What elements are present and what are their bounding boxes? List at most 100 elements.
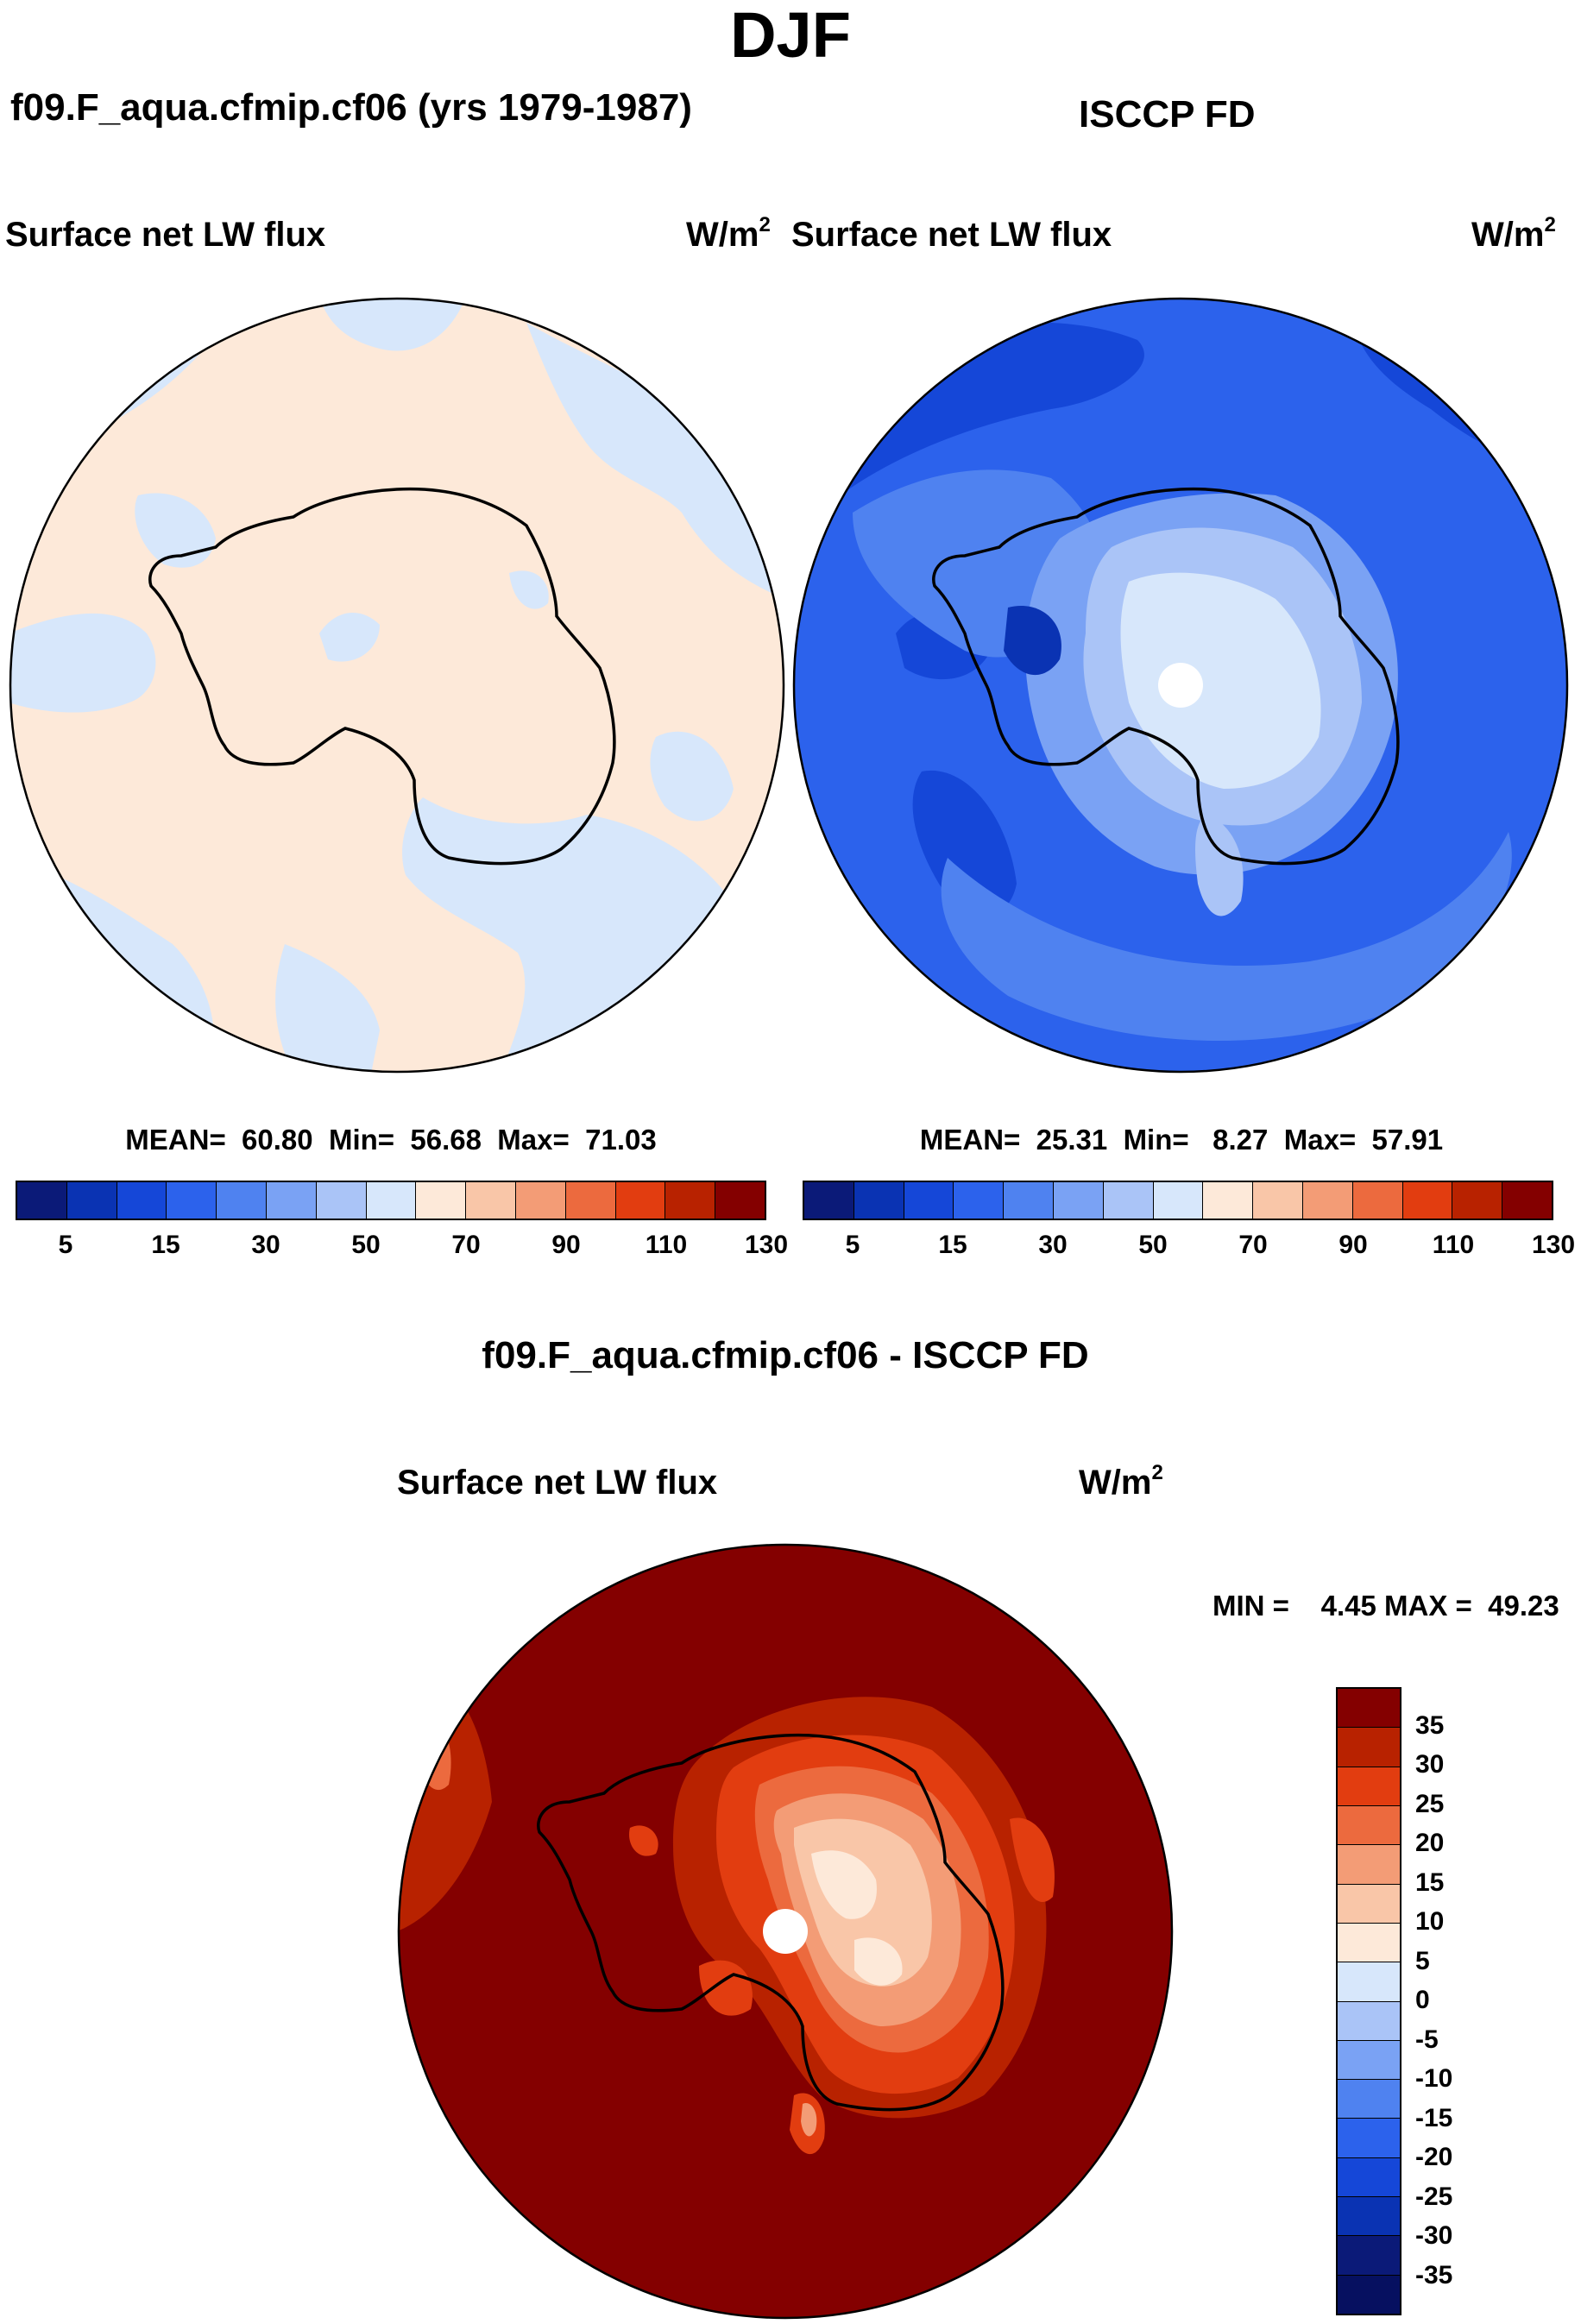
colorbar-segment	[615, 1182, 666, 1219]
colorbar-segment	[466, 1182, 516, 1219]
colorbar-tick-label: 70	[451, 1231, 481, 1259]
colorbar-segment	[1153, 1182, 1204, 1219]
colorbar-segment	[1053, 1182, 1104, 1219]
colorbar-segment	[1452, 1182, 1503, 1219]
colorbar-tick-label: 30	[1415, 1750, 1445, 1779]
model-colorbar-ticks: 5 15 30 50 70 90 110 130	[0, 1231, 1581, 1265]
colorbar-segment	[1338, 1962, 1400, 2002]
diff-title: f09.F_aqua.cfmip.cf06 - ISCCP FD	[482, 1334, 1089, 1376]
colorbar-segment	[366, 1182, 417, 1219]
colorbar-segment	[266, 1182, 317, 1219]
colorbar-segment	[515, 1182, 566, 1219]
colorbar-segment	[954, 1182, 1005, 1219]
colorbar-segment	[167, 1182, 217, 1219]
colorbar-tick-label: 90	[1338, 1231, 1368, 1259]
colorbar-tick-label: -20	[1415, 2143, 1453, 2171]
obs-polar-hole	[1158, 663, 1203, 708]
colorbar-segment	[1103, 1182, 1154, 1219]
obs-polar-map	[792, 297, 1569, 1074]
colorbar-segment	[1338, 1689, 1400, 1729]
colorbar-segment	[565, 1182, 616, 1219]
diff-colorbar-ticks: 35 30 25 20 15 10 5 0 -5 -10 -15 -20 -25 -30 -35	[1415, 1687, 1519, 2315]
model-stats: MEAN= 60.80 Min= 56.68 Max= 71.03	[125, 1124, 657, 1156]
obs-variable-label: Surface net LW flux	[791, 216, 1112, 254]
colorbar-segment	[1338, 2236, 1400, 2276]
colorbar-tick-label: -30	[1415, 2221, 1453, 2250]
model-title: f09.F_aqua.cfmip.cf06 (yrs 1979-1987)	[10, 86, 692, 129]
colorbar-segment	[853, 1182, 904, 1219]
diff-polar-map	[397, 1543, 1174, 2320]
model-polar-map	[9, 297, 785, 1074]
colorbar-tick-label: 35	[1415, 1710, 1445, 1740]
colorbar-tick-label: -25	[1415, 2182, 1453, 2211]
obs-stats: MEAN= 25.31 Min= 8.27 Max= 57.91	[919, 1124, 1444, 1156]
diff-polar-hole	[763, 1909, 808, 1954]
colorbar-segment	[715, 1182, 765, 1219]
diff-units-label: W/m2	[1079, 1461, 1163, 1502]
colorbar-segment	[1338, 2197, 1400, 2237]
colorbar-segment	[804, 1182, 854, 1219]
colorbar-segment	[1402, 1182, 1453, 1219]
colorbar-segment	[1338, 2001, 1400, 2041]
colorbar-tick-label: 20	[1415, 1829, 1445, 1857]
colorbar-tick-label: 15	[938, 1231, 967, 1259]
colorbar-tick-label: 30	[1038, 1231, 1068, 1259]
colorbar-tick-label: -15	[1415, 2103, 1453, 2132]
colorbar-tick-label: 110	[645, 1231, 688, 1259]
colorbar-tick-label: -10	[1415, 2064, 1453, 2093]
colorbar-tick-label: 25	[1415, 1789, 1445, 1818]
colorbar-segment	[1338, 1884, 1400, 1924]
colorbar-segment	[1338, 2119, 1400, 2158]
colorbar-segment	[904, 1182, 954, 1219]
diff-stats: MIN = 4.45 MAX = 49.23	[1213, 1590, 1559, 1622]
obs-colorbar	[803, 1181, 1553, 1220]
colorbar-segment	[665, 1182, 716, 1219]
colorbar-tick-label: 15	[151, 1231, 180, 1259]
colorbar-segment	[1203, 1182, 1254, 1219]
colorbar-tick-label: 15	[1415, 1867, 1445, 1897]
colorbar-segment	[1338, 1845, 1400, 1885]
diff-variable-label: Surface net LW flux	[397, 1464, 718, 1502]
colorbar-tick-label: 70	[1238, 1231, 1268, 1259]
colorbar-tick-label: 130	[1531, 1231, 1576, 1259]
colorbar-tick-label: 0	[1415, 1986, 1430, 2014]
colorbar-tick-label: 5	[1415, 1946, 1430, 1975]
colorbar-segment	[66, 1182, 117, 1219]
colorbar-tick-label: 110	[1432, 1231, 1475, 1259]
colorbar-segment	[117, 1182, 167, 1219]
colorbar-tick-label: 50	[1138, 1231, 1168, 1259]
model-colorbar	[16, 1181, 766, 1220]
colorbar-tick-label: 30	[251, 1231, 280, 1259]
colorbar-tick-label: 50	[351, 1231, 381, 1259]
colorbar-tick-label: 5	[58, 1231, 73, 1259]
colorbar-segment	[1338, 1805, 1400, 1846]
colorbar-segment	[1338, 2040, 1400, 2081]
colorbar-segment	[217, 1182, 267, 1219]
colorbar-tick-label: -5	[1415, 2025, 1439, 2054]
colorbar-tick-label: -35	[1415, 2260, 1453, 2289]
colorbar-segment	[1302, 1182, 1353, 1219]
obs-units-label: W/m2	[1471, 213, 1556, 254]
colorbar-segment	[17, 1182, 67, 1219]
colorbar-tick-label: 10	[1415, 1907, 1445, 1936]
colorbar-segment	[1502, 1182, 1552, 1219]
season-title: DJF	[730, 0, 851, 71]
colorbar-tick-label: 90	[551, 1231, 581, 1259]
colorbar-segment	[316, 1182, 367, 1219]
model-variable-label: Surface net LW flux	[5, 216, 326, 254]
diff-colorbar	[1336, 1687, 1401, 2315]
colorbar-segment	[1338, 2080, 1400, 2119]
model-units-label: W/m2	[686, 213, 771, 254]
colorbar-segment	[416, 1182, 467, 1219]
colorbar-tick-label: 5	[845, 1231, 860, 1259]
obs-colorbar-ticks: 5 15 30 50 70 90 110 130	[0, 1231, 1581, 1265]
colorbar-tick-label: 130	[744, 1231, 789, 1259]
colorbar-segment	[1004, 1182, 1054, 1219]
colorbar-segment	[1338, 2275, 1400, 2314]
obs-title: ISCCP FD	[1079, 93, 1256, 135]
diff-flux-contours	[399, 1669, 1055, 2155]
colorbar-segment	[1338, 2157, 1400, 2198]
colorbar-segment	[1338, 1728, 1400, 1767]
colorbar-segment	[1338, 1767, 1400, 1806]
colorbar-segment	[1338, 1923, 1400, 1963]
